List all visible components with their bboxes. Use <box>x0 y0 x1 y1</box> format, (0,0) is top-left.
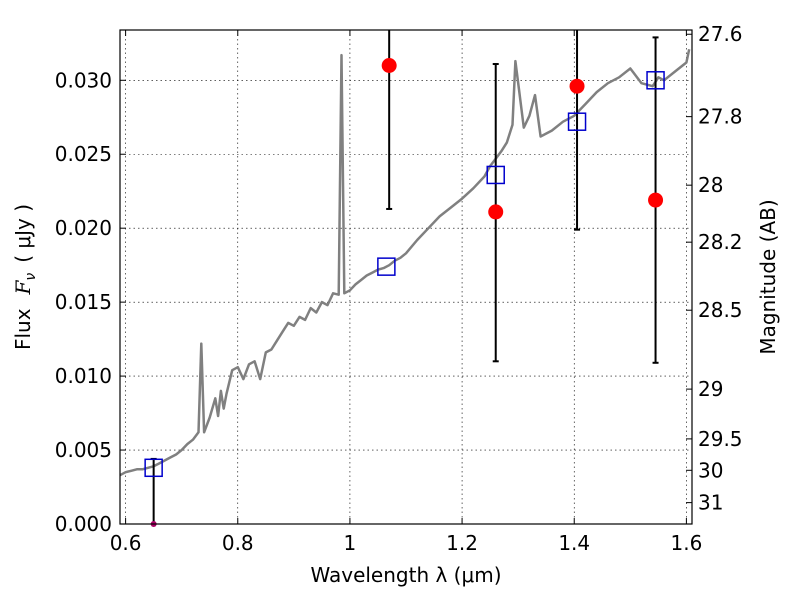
y-axis-label: Flux Fν ( μJy ) <box>11 204 39 350</box>
y-tick-label: 0.030 <box>55 68 112 92</box>
spectrum-series <box>119 48 691 477</box>
model-photometry-square <box>377 257 396 276</box>
plot-frame <box>119 29 693 525</box>
model-photometry-square <box>144 458 163 478</box>
y-tick-label: 0.025 <box>55 142 112 166</box>
y-tick-label: 0.015 <box>55 290 112 314</box>
y2-axis-label: Magnitude (AB) <box>756 199 780 354</box>
y2-tick-label: 29 <box>698 377 723 401</box>
model-photometry-series <box>144 71 665 478</box>
y-axis-label-prefix: Flux <box>11 308 35 350</box>
x-tick-label: 1.6 <box>670 531 702 555</box>
spectrum-line <box>119 48 691 477</box>
y2-tick-label: 28 <box>698 173 723 197</box>
y2-axis-ticks: 27.6 27.8 28 28.2 28.5 29 29.5 30 31 <box>686 22 743 515</box>
y-axis-label-unit: ( μJy ) <box>11 204 35 263</box>
observed-flux-point <box>648 192 664 208</box>
y2-tick-label: 31 <box>698 491 723 515</box>
x-axis-ticks: 0.6 0.8 1 1.2 1.4 1.6 <box>110 30 702 555</box>
gridlines <box>120 30 692 524</box>
observed-flux-point <box>488 204 504 220</box>
y-tick-label: 0.005 <box>55 438 112 462</box>
observed-flux-point <box>569 78 585 94</box>
y2-tick-label: 28.5 <box>698 298 743 322</box>
y2-tick-label: 27.8 <box>698 105 743 129</box>
y-axis-label-symbol: F <box>11 279 35 295</box>
x-axis-label: Wavelength λ (μm) <box>310 563 501 587</box>
y-tick-label: 0.020 <box>55 216 112 240</box>
y2-tick-label: 27.6 <box>698 22 743 46</box>
model-photometry-square <box>646 71 665 90</box>
y2-tick-label: 28.2 <box>698 230 743 254</box>
model-photometry-square <box>486 165 505 185</box>
observed-flux-point <box>381 57 397 73</box>
y-axis-label-subscript: ν <box>23 273 39 281</box>
y-tick-label: 0.010 <box>55 364 112 388</box>
y-tick-label: 0.000 <box>55 512 112 536</box>
x-tick-label: 1.4 <box>558 531 590 555</box>
x-tick-label: 0.8 <box>222 531 254 555</box>
x-tick-label: 1.2 <box>446 531 478 555</box>
y2-tick-label: 30 <box>698 458 723 482</box>
model-photometry-square <box>567 112 587 131</box>
y-axis-ticks: 0.000 0.005 0.010 0.015 0.020 0.025 0.030 <box>55 68 126 536</box>
x-tick-label: 1 <box>344 531 357 555</box>
x-tick-label: 0.6 <box>110 531 142 555</box>
y2-tick-label: 29.5 <box>698 427 743 451</box>
